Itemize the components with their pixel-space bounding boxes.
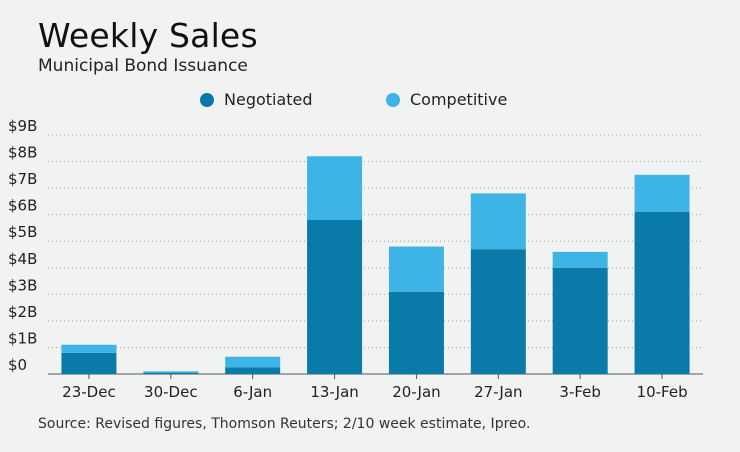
y-tick-label: $5B [8, 223, 37, 241]
bar-competitive [388, 246, 444, 292]
x-tick-label: 6-Jan [233, 383, 272, 401]
y-tick-label: $4B [8, 250, 37, 268]
chart-title: Weekly Sales [38, 16, 258, 55]
bar-negotiated [634, 212, 690, 374]
bar-competitive [225, 356, 281, 368]
bar-competitive [552, 251, 608, 268]
x-tick-label: 20-Jan [392, 383, 440, 401]
legend-label-negotiated: Negotiated [224, 90, 313, 109]
y-tick-label: $2B [8, 303, 37, 321]
legend-swatch-competitive [386, 92, 400, 107]
y-tick-label: $7B [8, 170, 37, 188]
y-tick-label: $9B [8, 117, 37, 135]
y-tick-label: $1B [8, 329, 37, 347]
y-tick-label: $0 [8, 356, 27, 374]
bar-negotiated [470, 249, 526, 374]
x-tick-label: 3-Feb [559, 383, 601, 401]
y-tick-label: $6B [8, 197, 37, 215]
bar-competitive [307, 156, 363, 220]
bar-negotiated [143, 372, 199, 374]
source-note: Source: Revised figures, Thomson Reuters… [38, 416, 531, 432]
legend-item-competitive: Competitive [386, 90, 507, 109]
legend-label-competitive: Competitive [410, 90, 508, 109]
x-tick-label: 13-Jan [310, 383, 358, 401]
bar-competitive [470, 193, 526, 250]
bar-competitive [634, 174, 690, 213]
x-tick-label: 23-Dec [62, 383, 116, 401]
y-tick-label: $8B [8, 144, 37, 162]
bar-competitive [61, 344, 117, 353]
bar-negotiated [225, 367, 281, 374]
bar-negotiated [61, 352, 117, 374]
bar-competitive [143, 371, 199, 373]
x-tick-label: 10-Feb [637, 383, 688, 401]
x-tick-label: 27-Jan [474, 383, 522, 401]
bar-negotiated [552, 267, 608, 374]
legend-item-negotiated: Negotiated [200, 90, 313, 109]
chart-subtitle: Municipal Bond Issuance [38, 56, 248, 76]
bar-negotiated [388, 291, 444, 374]
x-tick-label: 30-Dec [144, 383, 198, 401]
bar-negotiated [307, 219, 363, 374]
y-tick-label: $3B [8, 276, 37, 294]
legend-swatch-negotiated [200, 92, 214, 107]
